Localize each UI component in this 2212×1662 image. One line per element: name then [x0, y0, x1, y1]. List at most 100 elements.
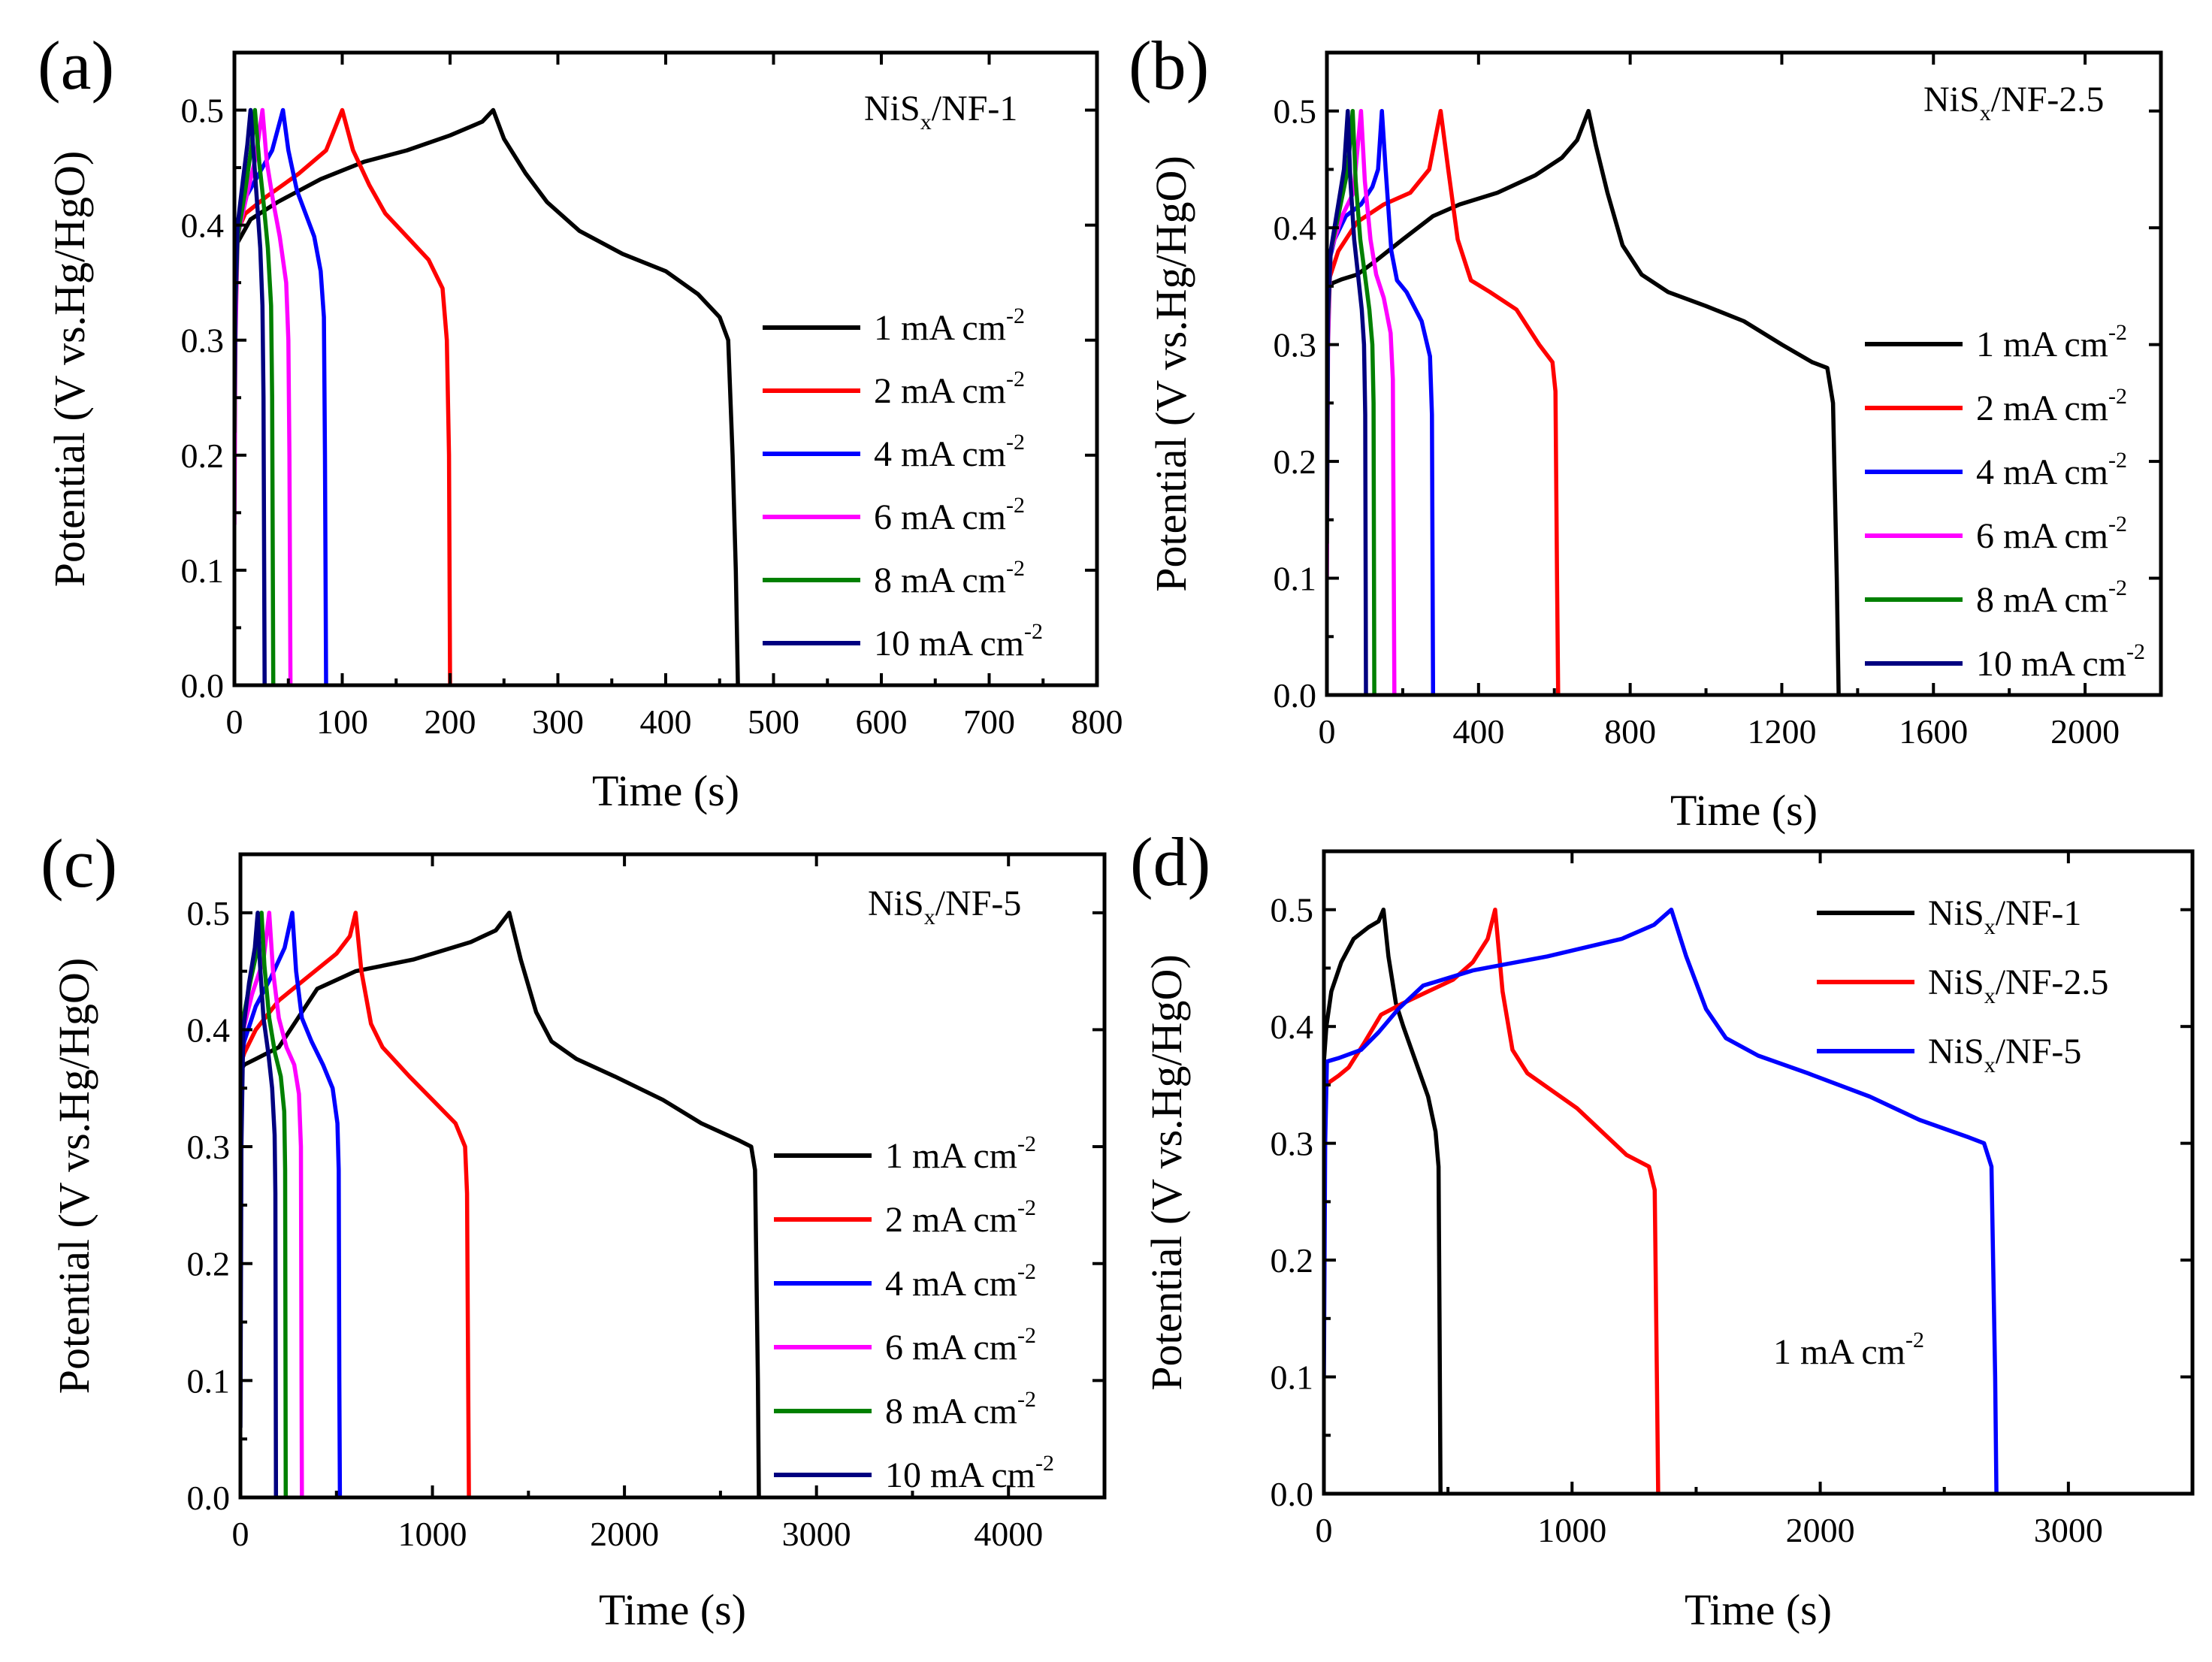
- series-line-1: [1324, 907, 1443, 1494]
- legend-label-main: 2 mA cm: [885, 1200, 1017, 1240]
- x-tick-label: 2000: [1786, 1511, 1855, 1549]
- legend-label-main: 6 mA cm: [874, 497, 1006, 537]
- x-tick-label: 1600: [1899, 712, 1968, 751]
- title-tail: /NF-1: [932, 89, 1018, 128]
- legend-label-main: 10 mA cm: [1976, 644, 2126, 684]
- y-tick-label: 0.3: [181, 322, 225, 360]
- x-tick-label: 0: [1319, 712, 1336, 751]
- series-line-1: [240, 911, 761, 1497]
- legend-label-tail: /NF-1: [1996, 893, 2082, 933]
- legend-label-superscript: -2: [2126, 639, 2145, 664]
- y-tick-label: 0.3: [1274, 326, 1317, 364]
- panel-b: 0 400 800 1200 1600 2000 0.0 0.1 0.2 0.3 0.4 0.5 Tim…: [1129, 27, 2163, 835]
- legend-label-superscript: -2: [1035, 1451, 1054, 1476]
- legend-label-main: 6 mA cm: [1976, 516, 2108, 556]
- plot-frame: [1325, 50, 2163, 697]
- legend-label: NiSx/NF-2.5: [1928, 962, 2108, 1008]
- legend-label-main: 4 mA cm: [885, 1264, 1017, 1304]
- x-tick-label: 0: [1316, 1511, 1333, 1549]
- legend-label: 6 mA cm-2: [1976, 512, 2127, 556]
- legend-label-main: 10 mA cm: [885, 1455, 1035, 1495]
- x-tick-label: 700: [963, 703, 1015, 741]
- panel-title: NiSx/NF-1: [864, 89, 1017, 134]
- legend-label-superscript: -2: [1024, 619, 1043, 644]
- panel-label: (a): [38, 27, 114, 104]
- panel-label: (c): [41, 825, 117, 902]
- legend-label: 10 mA cm-2: [874, 619, 1043, 663]
- title-main: NiS: [1923, 80, 1980, 119]
- series-line-2: [1327, 108, 1561, 695]
- series-group: [1327, 108, 1841, 695]
- legend-label-superscript: -2: [2108, 576, 2127, 600]
- legend-label-main: 1 mA cm: [885, 1136, 1017, 1176]
- x-axis-label: Time (s): [599, 1585, 746, 1634]
- y-tick-label: 0.0: [187, 1479, 231, 1517]
- legend-label-superscript: -2: [2108, 384, 2127, 409]
- legend-label: 1 mA cm-2: [874, 304, 1025, 348]
- title-tail: /NF-2.5: [1991, 80, 2105, 119]
- legend-label-main: NiS: [1928, 1032, 1984, 1071]
- panel-label: (b): [1129, 27, 1209, 104]
- y-tick-label: 0.4: [181, 207, 225, 245]
- legend: 1 mA cm-22 mA cm-24 mA cm-26 mA cm-28 mA…: [1865, 320, 2145, 684]
- legend-label-superscript: -2: [2108, 512, 2127, 536]
- panel-title: NiSx/NF-5: [868, 884, 1021, 929]
- legend-label-superscript: -2: [1017, 1259, 1036, 1284]
- x-tick-label: 600: [856, 703, 908, 741]
- legend-label-superscript: -2: [1017, 1323, 1036, 1348]
- title-subscript: x: [1980, 101, 1991, 125]
- title-subscript: x: [924, 905, 935, 929]
- legend-label-main: 10 mA cm: [874, 624, 1024, 663]
- legend-label-superscript: -2: [1006, 367, 1025, 391]
- series-group: [234, 107, 740, 685]
- x-tick-label: 4000: [974, 1515, 1043, 1553]
- y-tick-label: 0.4: [1271, 1008, 1314, 1046]
- x-tick-label: 1000: [398, 1515, 467, 1553]
- y-axis-label: Potential (V vs.Hg/HgO): [1142, 954, 1191, 1391]
- legend-label: 10 mA cm-2: [885, 1451, 1054, 1495]
- x-axis-label: Time (s): [1685, 1585, 1832, 1634]
- series-line-2: [234, 107, 452, 685]
- x-tick-label: 1200: [1747, 712, 1816, 751]
- title-subscript: x: [920, 110, 932, 134]
- panel-label: (d): [1130, 823, 1210, 900]
- y-tick-label: 0.3: [1271, 1125, 1314, 1163]
- x-tick-label: 400: [1452, 712, 1504, 751]
- legend-label-superscript: -2: [1017, 1132, 1036, 1156]
- legend-label-tail: /NF-2.5: [1996, 962, 2109, 1002]
- y-tick-label: 0.1: [1274, 560, 1317, 598]
- legend-label-superscript: -2: [1006, 493, 1025, 518]
- legend-label-superscript: -2: [1017, 1195, 1036, 1220]
- panel-c: 0 1000 2000 3000 4000 0.0 0.1 0.2 0.3 0.4 0.5 Time …: [41, 825, 1107, 1634]
- series-line-6: [1327, 108, 1368, 695]
- y-tick-label: 0.0: [1274, 676, 1317, 715]
- series-line-2: [240, 911, 471, 1497]
- legend-label-subscript: x: [1984, 984, 1996, 1008]
- legend-label-main: NiS: [1928, 893, 1984, 933]
- legend-label-superscript: -2: [2108, 448, 2127, 473]
- plot-frame: [1322, 849, 2195, 1496]
- x-tick-label: 2000: [2050, 712, 2120, 751]
- legend-label-subscript: x: [1984, 914, 1996, 939]
- legend-label: NiSx/NF-1: [1928, 893, 2081, 939]
- legend-label-main: 6 mA cm: [885, 1328, 1017, 1367]
- legend-label-superscript: -2: [2108, 320, 2127, 345]
- legend: 1 mA cm-22 mA cm-24 mA cm-26 mA cm-28 mA…: [774, 1132, 1054, 1495]
- legend-label-superscript: -2: [1017, 1387, 1036, 1412]
- x-tick-label: 2000: [590, 1515, 659, 1553]
- y-tick-label: 0.1: [1271, 1358, 1314, 1397]
- series-line-2: [1324, 907, 1661, 1494]
- y-axis-label: Potential (V vs.Hg/HgO): [50, 958, 98, 1395]
- legend-label: 4 mA cm-2: [1976, 448, 2127, 492]
- legend-label: 2 mA cm-2: [1976, 384, 2127, 428]
- legend-label-main: 1 mA cm: [874, 308, 1006, 348]
- x-axis-label: Time (s): [1670, 786, 1818, 835]
- legend-label: 2 mA cm-2: [885, 1195, 1036, 1240]
- panel-d: 0 1000 2000 3000 0.0 0.1 0.2 0.3 0.4 0.5 Time (s) P…: [1130, 823, 2195, 1634]
- legend-label: 6 mA cm-2: [874, 493, 1025, 537]
- x-tick-label: 400: [640, 703, 692, 741]
- x-tick-label: 800: [1604, 712, 1656, 751]
- x-tick-label: 200: [425, 703, 476, 741]
- legend-label-superscript: -2: [1006, 304, 1025, 328]
